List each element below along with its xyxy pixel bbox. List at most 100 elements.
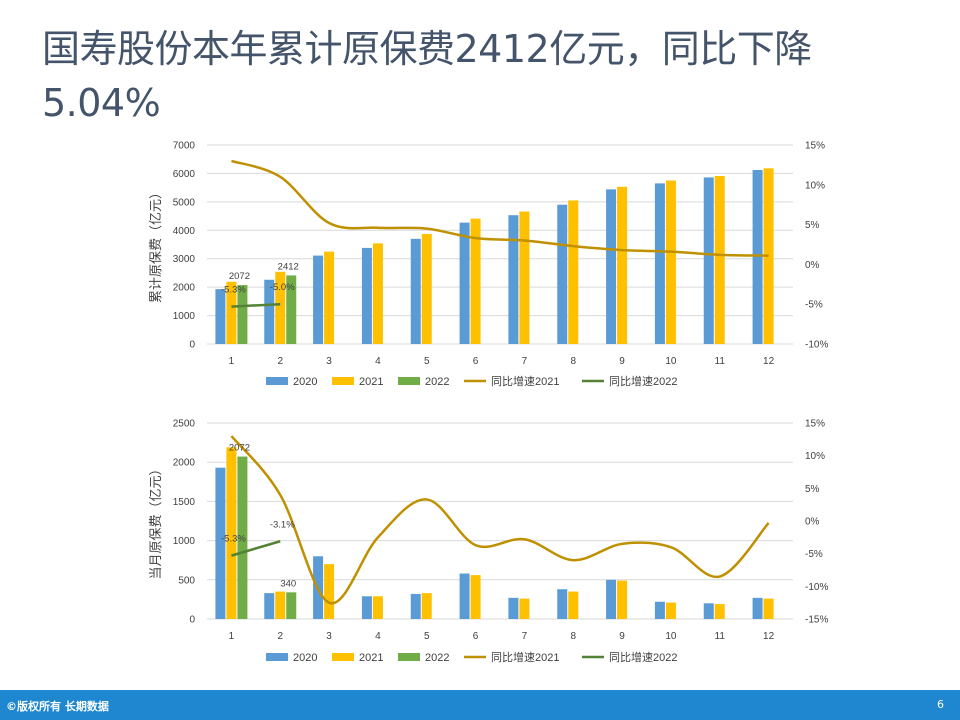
y-tick-label: 500 [178, 575, 195, 586]
x-tick-label: 6 [473, 356, 479, 367]
bar-2021 [519, 598, 530, 619]
bar-2021 [324, 251, 335, 344]
bar-2021 [763, 598, 774, 619]
x-tick-label: 7 [522, 356, 528, 367]
legend-swatch-2021 [332, 377, 354, 385]
x-tick-label: 8 [570, 356, 576, 367]
bar-2021 [324, 564, 335, 619]
bar-2020 [459, 222, 470, 344]
y2-tick-label: 10% [805, 180, 825, 191]
title-line-2: 5.04% [42, 81, 161, 125]
y-tick-label: 7000 [173, 141, 196, 152]
y-axis-title: 累计原保费（亿元） [148, 186, 163, 303]
bar-2020 [264, 593, 275, 619]
footer-copyright: ©版权所有 长期数据 [6, 700, 109, 713]
bar-2022 [237, 285, 248, 344]
y-tick-label: 4000 [173, 226, 196, 237]
x-tick-label: 12 [763, 356, 775, 367]
bar-2021 [275, 591, 286, 619]
data-label: 2072 [229, 443, 250, 454]
bar-2020 [557, 589, 568, 619]
x-tick-label: 3 [326, 631, 332, 642]
bar-2021 [568, 591, 579, 619]
cumulative-premium-chart: 0 1000 2000 3000 4000 5000 6000 7000 -10% -5% 0% 5%… [148, 141, 828, 389]
legend-label: 2021 [359, 652, 383, 664]
bar-2022 [237, 456, 248, 619]
bar-2020 [654, 183, 665, 344]
x-tick-label: 2 [277, 631, 283, 642]
legend-label: 2020 [293, 652, 317, 664]
y-tick-label: 2000 [173, 458, 196, 469]
line-同比增速2021 [231, 159, 769, 257]
x-tick-label: 11 [715, 356, 726, 367]
bar-2021 [470, 218, 481, 344]
bar-2020 [752, 170, 763, 344]
x-tick-label: 1 [229, 631, 235, 642]
bar-2020 [606, 189, 617, 344]
x-tick-label: 1 [229, 356, 235, 367]
x-tick-label: 2 [277, 356, 283, 367]
legend-label: 2020 [293, 376, 317, 388]
bar-2020 [508, 597, 519, 619]
page-number: 6 [937, 698, 944, 711]
y2-tick-label: -5% [805, 300, 823, 311]
bar-2020 [410, 593, 421, 619]
y-tick-label: 1000 [173, 311, 196, 322]
x-tick-label: 9 [619, 631, 625, 642]
y2-tick-label: 5% [805, 220, 820, 231]
legend-swatch-2020 [266, 653, 288, 661]
data-label: 2412 [278, 261, 299, 272]
bar-2020 [264, 279, 275, 344]
bar-2020 [459, 573, 470, 619]
y-tick-label: 2500 [173, 419, 196, 430]
footer-bar: ©版权所有 长期数据 6 [0, 690, 960, 720]
x-tick-label: 3 [326, 356, 332, 367]
data-label: 340 [280, 578, 296, 589]
y2-tick-label: 15% [805, 141, 825, 152]
legend-swatch-2022 [398, 653, 420, 661]
legend-label: 同比增速2022 [609, 650, 677, 664]
y-axis-title: 当月原保费（亿元） [148, 462, 163, 579]
legend-label: 2022 [425, 652, 449, 664]
bar-2020 [508, 215, 519, 344]
bar-2020 [654, 601, 665, 619]
legend-swatch-2022 [398, 377, 420, 385]
line-同比增速2022 [231, 302, 281, 308]
bar-2021 [226, 281, 237, 344]
y2-tick-label: 10% [805, 451, 825, 462]
bar-2021 [421, 233, 432, 344]
y-tick-label: 1500 [173, 497, 196, 508]
y2-tick-label: 0% [805, 517, 820, 528]
x-tick-label: 7 [522, 631, 528, 642]
bar-2021 [714, 604, 725, 619]
x-tick-label: 4 [375, 356, 381, 367]
legend-label: 同比增速2021 [491, 374, 559, 388]
y2-tick-label: 5% [805, 484, 820, 495]
bar-2020 [215, 289, 226, 344]
y-tick-label: 5000 [173, 197, 196, 208]
y-tick-label: 6000 [173, 169, 196, 180]
bar-2021 [617, 580, 628, 619]
bar-2020 [557, 204, 568, 344]
bar-2022 [286, 275, 297, 344]
y2-tick-label: -10% [805, 340, 828, 351]
legend-label: 2021 [359, 376, 383, 388]
bar-2020 [361, 247, 372, 344]
legend-swatch-2020 [266, 377, 288, 385]
line-同比增速2022 [231, 540, 281, 557]
data-label: -5.3% [221, 285, 246, 296]
bar-2021 [665, 602, 676, 619]
title-line-1: 国寿股份本年累计原保费2412亿元，同比下降 [42, 27, 812, 71]
bar-2020 [361, 596, 372, 619]
bar-2021 [617, 186, 628, 344]
legend-label: 同比增速2021 [491, 650, 559, 664]
data-label: 2072 [229, 271, 250, 282]
x-tick-label: 11 [715, 631, 726, 642]
legend-swatch-2021 [332, 653, 354, 661]
bar-2021 [372, 243, 383, 344]
legend-label: 同比增速2022 [609, 374, 677, 388]
x-tick-label: 4 [375, 631, 381, 642]
y-tick-label: 0 [189, 340, 195, 351]
bar-2021 [568, 200, 579, 344]
bar-2020 [703, 603, 714, 619]
